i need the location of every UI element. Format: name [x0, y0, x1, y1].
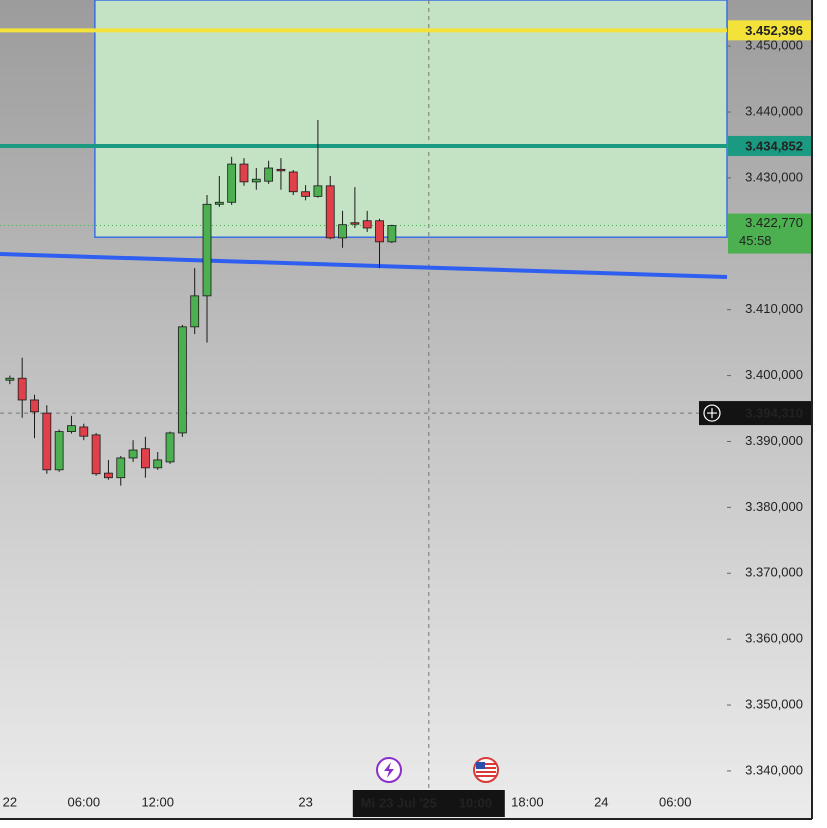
y-tick-label: 3.390,000	[745, 433, 803, 448]
candle-body	[42, 412, 52, 471]
countdown: 45:58	[739, 233, 772, 248]
x-tick-label: 18:00	[511, 794, 544, 809]
y-tick-label: 3.370,000	[745, 565, 803, 580]
candle-body	[165, 432, 175, 463]
candle-body	[5, 377, 15, 381]
event-icon[interactable]	[376, 757, 402, 783]
y-tick-label: 3.380,000	[745, 499, 803, 514]
candle-body	[79, 426, 89, 437]
x-tick-label: 22	[3, 794, 17, 809]
y-tick-label: 3.440,000	[745, 103, 803, 118]
level-label: 3.434,852	[745, 138, 803, 153]
x-tick-label: 12:00	[141, 794, 174, 809]
zone	[94, 0, 728, 238]
crosshair-time: 10:00	[459, 795, 492, 810]
crosshair-x-box	[352, 790, 505, 817]
y-tick-label: 3.340,000	[745, 762, 803, 777]
event-icon[interactable]	[473, 757, 499, 783]
y-tick-label: 3.360,000	[745, 631, 803, 646]
crosshair-y-box	[699, 401, 811, 426]
add-button[interactable]	[703, 404, 721, 422]
candle-body	[17, 377, 27, 401]
candle-body	[214, 201, 224, 205]
candle-body	[325, 185, 335, 239]
candle-body	[202, 203, 212, 297]
crosshair-date: Mi 23 Jul '25	[361, 795, 437, 810]
candle-body	[362, 220, 372, 229]
level-label: 3.452,396	[745, 23, 803, 38]
x-tick-label: 24	[594, 794, 608, 809]
level-label-box	[728, 135, 811, 156]
candle-body	[30, 399, 39, 413]
add-button[interactable]	[707, 408, 717, 419]
trendline	[0, 252, 728, 280]
crosshair-y-label: 3.394,310	[745, 406, 803, 421]
candle-body	[387, 225, 397, 243]
candle-body	[104, 472, 113, 479]
candle-body	[338, 224, 347, 239]
level-label-box	[728, 20, 811, 41]
last-price-label: 3.422,770	[745, 215, 803, 230]
candle-body	[140, 448, 150, 469]
candle-body	[227, 163, 237, 203]
candle-body	[350, 222, 360, 225]
y-tick-label: 3.450,000	[745, 38, 803, 53]
candle-body	[54, 431, 64, 471]
y-tick-label: 3.350,000	[745, 696, 803, 711]
candle-body	[153, 459, 163, 469]
x-tick-label: 06:00	[659, 794, 692, 809]
candle-body	[276, 168, 286, 172]
x-tick-label: 23	[298, 794, 312, 809]
candle-body	[313, 185, 323, 197]
y-tick-label: 3.410,000	[745, 301, 803, 316]
candle-body	[116, 457, 126, 479]
last-price-box	[728, 213, 811, 254]
candle-body	[91, 434, 101, 475]
candle-body	[251, 178, 261, 183]
candle-body	[67, 425, 76, 432]
y-tick-label: 3.430,000	[745, 169, 803, 184]
candle-body	[239, 163, 249, 183]
candle-body	[128, 449, 138, 459]
candle-body	[264, 167, 274, 182]
y-tick-label: 3.400,000	[745, 367, 803, 382]
candle-body	[288, 171, 298, 193]
candle-body	[301, 191, 310, 197]
candle-body	[375, 220, 384, 243]
x-tick-label: 06:00	[68, 794, 101, 809]
candle-body	[190, 295, 200, 328]
candle-body	[177, 326, 187, 434]
